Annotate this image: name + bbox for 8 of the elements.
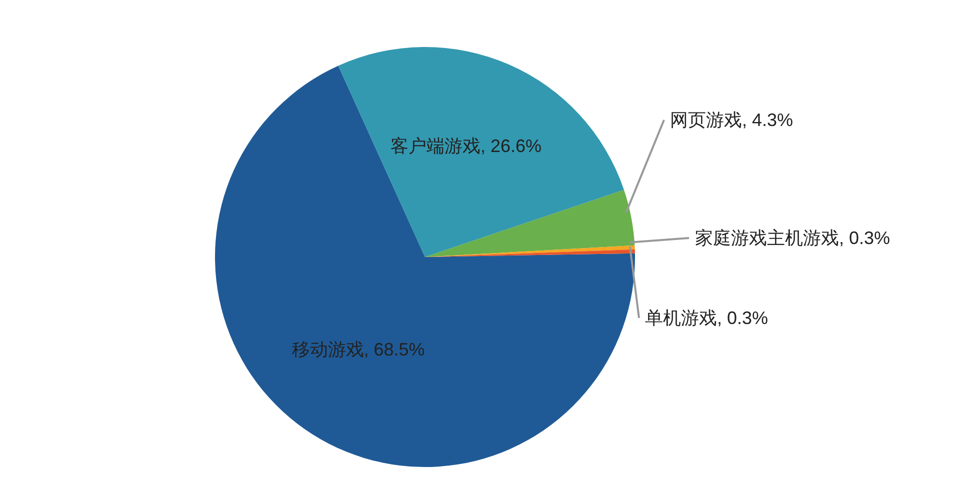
pie-slice: [215, 66, 635, 467]
slice-label: 单机游戏, 0.3%: [645, 308, 768, 328]
slice-label: 家庭游戏主机游戏, 0.3%: [695, 228, 890, 248]
slice-label: 移动游戏, 68.5%: [292, 340, 425, 360]
slice-label: 网页游戏, 4.3%: [670, 110, 794, 130]
slice-label: 客户端游戏, 26.6%: [390, 136, 542, 156]
pie-slice: [338, 47, 624, 257]
pie-slice: [425, 190, 635, 257]
